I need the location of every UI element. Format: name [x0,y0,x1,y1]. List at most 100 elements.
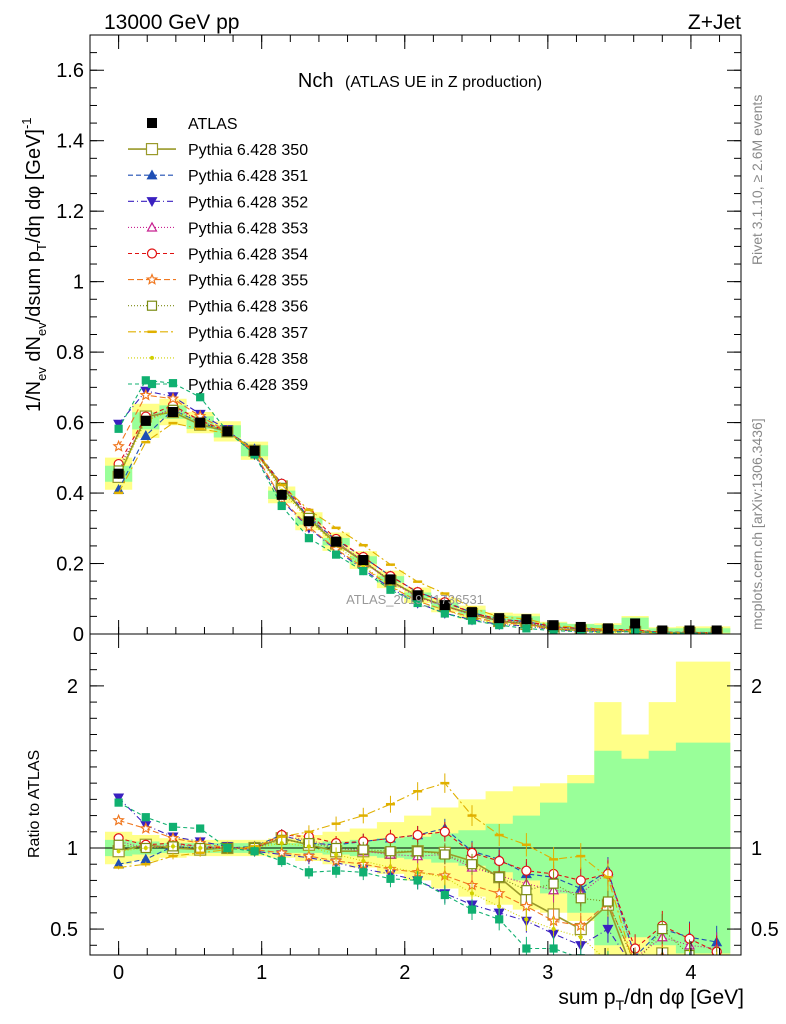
ratio-point [306,844,311,849]
point [166,392,180,404]
legend-label: Pythia 6.428 352 [188,194,308,211]
legend: ATLAS Pythia 6.428 350 Pythia 6.428 351 Pyt… [128,116,308,394]
legend-item-4: Pythia 6.428 354 [128,247,308,264]
ratio-point [470,891,475,896]
ratio-point [604,961,611,968]
y-tick-label-bottom-right: 0.5 [751,919,779,941]
ratio-point [549,944,558,953]
data-point [630,618,641,629]
legend-item-6: Pythia 6.428 356 [128,299,308,316]
ratio-point [524,917,529,922]
series-line-top [118,409,717,634]
ratio-point [467,905,477,914]
data-point [303,516,314,527]
point [196,393,205,402]
legend-item-8: Pythia 6.428 358 [128,351,308,368]
data-point [521,614,532,625]
ratio-point [713,968,720,975]
point [440,609,449,618]
ratio-point [143,846,148,850]
ratio-point [631,966,640,974]
ratio-point [388,865,393,870]
data-point [575,621,586,632]
ratio-point [635,954,636,955]
header-left: 13000 GeV pp [104,11,239,34]
y-tick-label-bottom: 0.5 [50,919,78,941]
ratio-point [439,826,450,837]
ratio-point [359,868,368,877]
legend-marker [146,248,158,259]
svg-text:Nch (ATLAS UE in Z produ: Nch (ATLAS UE in Z production) [298,70,542,92]
y-tick-label-bottom: 1 [67,838,78,860]
y-tick-label: 1 [73,272,84,294]
legend-label: ATLAS [188,116,238,133]
y-axis-label-bottom: Ratio to ATLAS [26,750,43,858]
ratio-point [632,966,639,973]
bottom-panel [90,661,741,983]
ratio-point [521,885,532,896]
legend-item-0: Pythia 6.428 350 [128,142,308,159]
ratio-point [657,923,668,935]
plot-title-sub: (ATLAS UE in Z production) [345,74,542,91]
point [114,424,123,433]
watermark: ATLAS_2019_I1736531 [346,592,484,607]
ratio-point [358,844,369,855]
data-point [222,426,233,437]
x-tick-label: 0 [113,962,124,984]
ratio-point [386,874,395,883]
data-point [602,623,613,634]
ratio-point [412,846,423,857]
ratio-point [497,904,502,909]
legend-label: Pythia 6.428 355 [188,273,308,290]
ratio-point [413,876,422,885]
header-right: Z+Jet [688,11,741,34]
ratio-point [630,972,641,983]
data-point [140,415,151,426]
legend-marker [146,221,158,232]
ratio-point [302,849,316,862]
ratio-point [606,959,610,963]
data-point [276,489,287,500]
ratio-point [439,849,450,860]
point [331,550,341,559]
y-tick-label: 0.4 [56,483,84,505]
ratio-point [602,896,614,907]
ratio-point [660,959,664,963]
legend-label: Pythia 6.428 356 [188,299,308,316]
ratio-point [575,893,586,904]
top-panel [105,376,731,634]
x-axis-label: sum pT/dη dφ [GeV] [558,986,744,1013]
legend-marker [146,169,158,180]
ratio-point [304,868,314,877]
point [522,624,531,633]
legend-item-7: Pythia 6.428 357 [128,325,308,342]
rivet-label: Rivet 3.1.10, ≥ 2.6M events [749,95,765,265]
data-point [467,607,478,618]
ratio-point [712,964,721,972]
ratio-point [196,824,205,833]
y-tick-label: 0.8 [56,342,84,364]
data-point [385,574,396,585]
ratio-point [139,821,153,834]
y-tick-label-bottom-right: 2 [751,676,762,698]
legend-item-3: Pythia 6.428 353 [128,220,308,237]
ratio-point [166,831,180,844]
series-atlas-data [113,407,722,634]
point [168,379,178,388]
data-point [548,620,559,631]
series-ratio-9 [114,798,720,975]
ratio-point [633,968,637,972]
y-tick-label: 0.6 [56,413,84,435]
data-point [113,468,124,479]
point [113,419,125,430]
plot-title: Nch (ATLAS UE in Z production) [298,70,542,92]
point [467,616,477,625]
legend-item-1: Pythia 6.428 351 [128,168,308,185]
ratio-point [659,961,666,968]
point [386,585,395,594]
plot-title-main: Nch [298,70,334,92]
legend-item-atlas: ATLAS [147,116,238,133]
ratio-point [440,890,449,900]
ratio-point [112,813,125,826]
